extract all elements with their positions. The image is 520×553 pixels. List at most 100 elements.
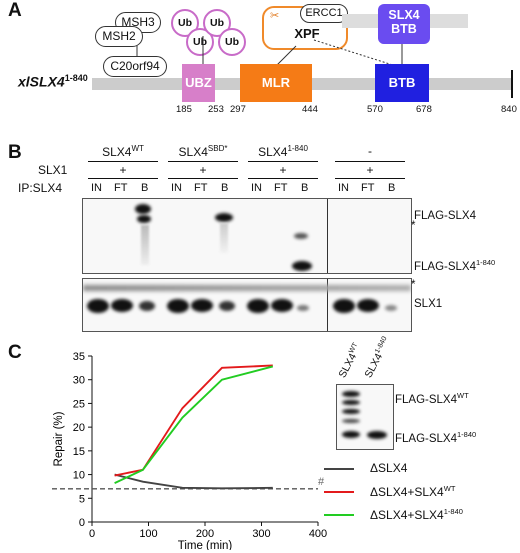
slx1-line-840 <box>248 178 318 179</box>
scissors-icon: ✂ <box>270 10 280 22</box>
y-tick-label: 35 <box>73 351 85 363</box>
y-tick-label: 5 <box>79 493 85 505</box>
inset-lane-840: SLX41-840 <box>362 336 394 380</box>
smear-sbd <box>220 223 228 253</box>
msh2-pill: MSH2 <box>95 26 143 47</box>
inset-marker-840-name: FLAG-SLX4 <box>395 432 457 445</box>
marker-slx1: SLX1 <box>414 298 443 310</box>
inset-band-wt-3 <box>342 409 360 414</box>
x-tick-label: 100 <box>139 528 157 540</box>
group-header-none: - <box>368 144 372 158</box>
x-tick-label: 200 <box>196 528 214 540</box>
chart-legend: ΔSLX4 ΔSLX4+SLX4WT ΔSLX4+SLX41-840 <box>324 460 520 530</box>
inset-band-wt-4 <box>342 419 360 423</box>
band-slx1-4 <box>167 299 189 313</box>
chart-lines <box>114 364 274 490</box>
series-line-3 <box>114 365 274 484</box>
band-840-b-1 <box>294 233 308 239</box>
lane-b-none: B <box>388 182 396 194</box>
slx1-plus-wt: + <box>119 163 127 177</box>
group-line-none <box>335 161 405 162</box>
blot2-divider <box>327 279 328 331</box>
band-slx1-8 <box>271 299 293 312</box>
inset-marker-wt-sup: WT <box>457 391 469 400</box>
series-line-1 <box>114 473 273 490</box>
band-840-b-2 <box>292 261 312 271</box>
blot-slx1 <box>82 278 412 332</box>
x-tick-label: 400 <box>309 528 327 540</box>
ercc1-pill: ERCC1 <box>300 4 348 23</box>
lane-in-none: IN <box>338 182 349 194</box>
construct-sup: 1-840 <box>64 73 88 83</box>
inset-band-wt-5 <box>342 431 360 438</box>
slx1-plus-sbd: + <box>199 163 207 177</box>
group-line-wt <box>88 161 158 162</box>
panel-b-letter: B <box>8 142 22 163</box>
band-slx1-3 <box>139 301 155 311</box>
legend-label-3-name: ΔSLX4+SLX4 <box>370 508 444 522</box>
lane-ft-none: FT <box>361 182 375 194</box>
lane-b-wt: B <box>141 182 149 194</box>
c20orf94-pill: C20orf94 <box>103 56 167 77</box>
btb-sub-label: BTB <box>391 22 417 36</box>
band-slx1-12 <box>385 305 397 311</box>
band-wt-b-2 <box>137 215 151 223</box>
inset-blot <box>336 384 394 450</box>
legend-label-3: ΔSLX4+SLX41-840 <box>370 507 463 522</box>
marker-flag-slx4-840-name: FLAG-SLX4 <box>414 260 476 273</box>
ubz-domain: UBZ <box>182 64 215 102</box>
group-header-wt: SLX4WT <box>83 144 163 159</box>
group-sbd-sup: SBD* <box>207 144 228 153</box>
row-slx1-label: SLX1 <box>38 163 68 177</box>
xpf-label: XPF <box>294 26 320 41</box>
group-840-sup: 1-840 <box>287 144 308 153</box>
legend-swatch-1 <box>324 468 354 470</box>
marker-star-1: * <box>411 220 416 232</box>
group-line-sbd <box>168 161 238 162</box>
band-slx1-5 <box>191 299 213 312</box>
lane-ft-wt: FT <box>114 182 128 194</box>
legend-label-2: ΔSLX4+SLX4WT <box>370 484 455 499</box>
inset-band-wt-2 <box>342 400 360 405</box>
lane-in-wt: IN <box>91 182 102 194</box>
y-tick-label: 15 <box>73 446 85 458</box>
slx4-btb-box: SLX4 BTB <box>378 4 430 44</box>
inset-lane-840-name: SLX4 <box>362 351 386 380</box>
group-line-840 <box>248 161 318 162</box>
ubz-label: UBZ <box>185 75 212 90</box>
ub-circle-2: Ub <box>186 28 214 56</box>
band-slx1-9 <box>297 305 309 311</box>
band-slx1-10 <box>333 299 355 313</box>
band-slx1-6 <box>219 301 235 311</box>
smear-wt <box>141 225 149 265</box>
marker-flag-slx4: FLAG-SLX4 <box>414 210 476 222</box>
inset-lane-wt-name: SLX4 <box>336 351 360 380</box>
xpf-connector <box>275 45 297 67</box>
blot-flag-slx4 <box>82 198 412 274</box>
mlr-domain: MLR <box>240 64 312 102</box>
lane-ft-840: FT <box>274 182 288 194</box>
y-tick-label: 30 <box>73 375 85 387</box>
construct-label: xlSLX41-840 <box>18 73 88 90</box>
inset-lane-840-sup: 1-840 <box>374 335 389 355</box>
slx1-line-none <box>335 178 405 179</box>
legend-label-2-name: ΔSLX4+SLX4 <box>370 485 444 499</box>
row-ip-label: IP:SLX4 <box>18 181 63 195</box>
legend-swatch-3 <box>324 514 354 516</box>
group-header-sbd: SLX4SBD* <box>163 144 243 159</box>
marker-flag-slx4-840-sup: 1-840 <box>476 258 496 267</box>
slx4-btb-label: SLX4 <box>388 8 420 22</box>
slx1-line-sbd <box>168 178 238 179</box>
connector-lines <box>136 36 403 67</box>
lane-ft-sbd: FT <box>194 182 208 194</box>
lane-in-sbd: IN <box>171 182 182 194</box>
x-axis-title: Time (min) <box>178 540 233 550</box>
x-tick-label: 300 <box>252 528 270 540</box>
y-tick-label: 10 <box>73 470 85 482</box>
marker-flag-slx4-840: FLAG-SLX41-840 <box>414 258 495 273</box>
inset-band-840 <box>367 431 387 439</box>
tick-840: 840 <box>501 104 517 115</box>
slx1-line-wt <box>88 178 158 179</box>
tick-678: 678 <box>416 104 432 115</box>
ubz-right <box>200 64 215 102</box>
